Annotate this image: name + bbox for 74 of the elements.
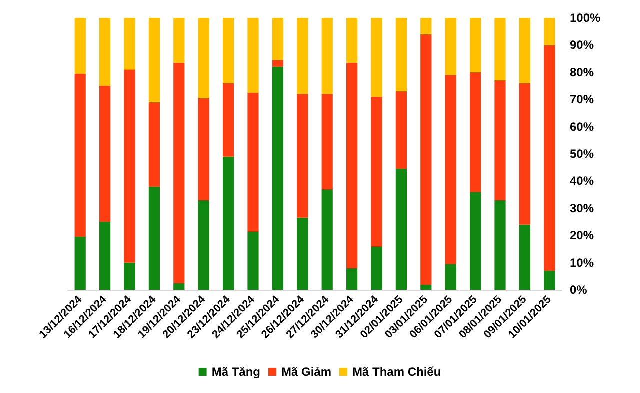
bar (544, 270, 556, 290)
legend-label: Mã Tăng (212, 365, 260, 379)
bar (346, 62, 358, 268)
bar (420, 18, 432, 34)
bar (396, 18, 408, 92)
bar (297, 218, 308, 290)
bar (519, 224, 531, 290)
bar (74, 18, 86, 74)
bar (272, 18, 284, 60)
y-tick-label: 60% (570, 120, 594, 134)
bar (248, 92, 259, 232)
bar (396, 91, 408, 169)
bar (519, 83, 531, 225)
bar (124, 262, 136, 290)
bar (74, 74, 86, 237)
bar (174, 283, 185, 290)
bar (322, 189, 333, 290)
bar (297, 94, 308, 218)
bar (420, 34, 432, 285)
bar (346, 18, 358, 63)
bar (346, 268, 358, 290)
bar (297, 18, 308, 94)
bar (99, 222, 111, 290)
bar (470, 72, 482, 192)
bar (148, 18, 160, 102)
bar (124, 18, 136, 70)
y-tick-label: 10% (570, 256, 594, 270)
bar (544, 18, 556, 46)
y-tick-label: 30% (570, 201, 594, 216)
bar (494, 18, 506, 81)
bar (99, 18, 111, 86)
bar (544, 45, 556, 271)
bar (222, 83, 234, 157)
bar (445, 264, 456, 290)
bar (74, 236, 86, 290)
bar (420, 284, 432, 290)
bar (322, 94, 333, 190)
legend-label: Mã Tham Chiếu (352, 365, 442, 379)
bar (272, 60, 284, 67)
bar (174, 62, 185, 284)
bar (174, 18, 185, 63)
bar (99, 86, 111, 222)
bar (396, 168, 408, 290)
y-tick-label: 50% (570, 147, 594, 161)
bar (198, 200, 210, 290)
y-tick-label: 70% (570, 92, 594, 107)
y-tick-label: 20% (570, 228, 594, 243)
bar (148, 102, 160, 187)
bar (222, 18, 234, 84)
bar (322, 18, 333, 94)
bar (222, 156, 234, 290)
bar (371, 96, 382, 246)
bar (248, 232, 259, 290)
bar (124, 70, 136, 263)
bar (494, 80, 506, 200)
bar (519, 18, 531, 84)
bar (148, 186, 160, 290)
y-tick-label: 0% (570, 283, 588, 297)
bar (445, 75, 456, 264)
legend-label: Mã Giảm (281, 365, 332, 379)
y-tick-label: 90% (570, 38, 594, 52)
bar (371, 246, 382, 290)
bar (198, 98, 210, 200)
bar (248, 18, 259, 93)
bar (470, 18, 482, 72)
bar (371, 18, 382, 97)
y-tick-label: 40% (570, 174, 594, 188)
bar (272, 66, 284, 290)
bar (445, 18, 456, 76)
y-tick-label: 100% (570, 11, 602, 25)
bar (494, 200, 506, 290)
y-tick-label: 80% (570, 65, 594, 80)
bar (470, 192, 482, 290)
bar (198, 18, 210, 98)
